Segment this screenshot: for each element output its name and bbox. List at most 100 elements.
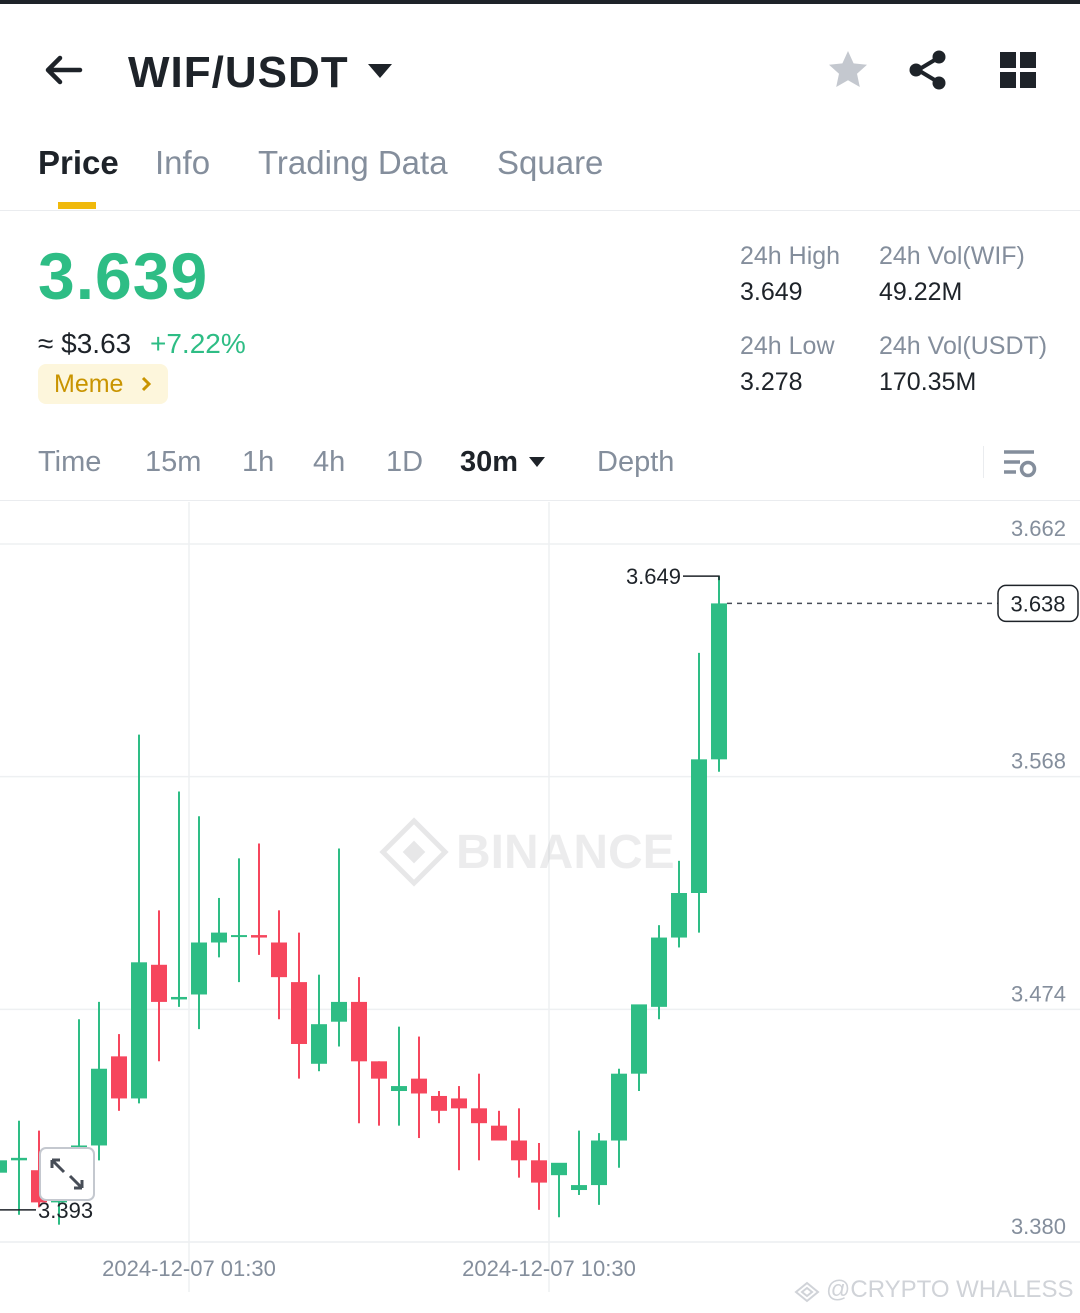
candle	[671, 860, 687, 948]
fiat-price: ≈ $3.63	[38, 328, 132, 359]
candle-body	[351, 1001, 367, 1062]
depth-tab[interactable]: Depth	[597, 446, 675, 478]
candle	[151, 910, 167, 1062]
expand-chart-button[interactable]	[39, 1147, 95, 1201]
candle	[711, 576, 727, 772]
last-price: 3.639	[38, 239, 209, 313]
high-marker-label: 3.649	[626, 564, 681, 589]
binance-watermark: BINANCE	[379, 817, 675, 887]
candle-body	[391, 1086, 407, 1092]
low-label: 24h Low	[740, 332, 835, 360]
candle	[251, 843, 267, 955]
low-value: 3.278	[740, 368, 803, 396]
interval-selected[interactable]: 30m	[460, 446, 519, 478]
candle	[311, 974, 327, 1072]
tab-info[interactable]: Info	[155, 144, 211, 181]
time-axis-label: 2024-12-07 10:30	[462, 1256, 636, 1281]
candle-body	[531, 1160, 547, 1183]
candle-body	[251, 935, 267, 938]
expand-button-frame	[39, 1147, 95, 1201]
tab-trading-data[interactable]: Trading Data	[258, 144, 448, 181]
candle-body	[331, 1001, 347, 1022]
caret-down-icon[interactable]	[528, 456, 546, 468]
star-icon[interactable]	[826, 48, 870, 92]
candle-body	[231, 935, 247, 938]
caret-down-icon[interactable]	[366, 60, 394, 84]
divider	[983, 446, 984, 478]
tab-square[interactable]: Square	[497, 144, 604, 181]
high-value: 3.649	[740, 278, 803, 306]
chart-watermark-text: BINANCE	[456, 826, 675, 879]
candle	[131, 734, 147, 1104]
candle	[291, 932, 307, 1079]
candle	[111, 1034, 127, 1111]
candle-body	[211, 932, 227, 943]
screenshot-watermark: @CRYPTO WHALESS	[826, 1276, 1074, 1303]
candle	[0, 1160, 7, 1173]
candle	[371, 1061, 387, 1126]
chart-grid: 3.662 3.568 3.474 3.380 2024-12-07 01:30 2024…	[0, 502, 1080, 1292]
candle-body	[91, 1068, 107, 1146]
change-percent: +7.22%	[150, 328, 246, 359]
candle	[551, 1162, 567, 1218]
share-icon[interactable]	[906, 48, 950, 92]
candle-body	[671, 893, 687, 938]
candle-body	[171, 996, 187, 1000]
interval-4h[interactable]: 4h	[313, 446, 346, 478]
expand-icon	[50, 1158, 84, 1190]
back-arrow-icon[interactable]	[40, 46, 88, 94]
vol-quote-label: 24h Vol(USDT)	[879, 332, 1048, 360]
watermark-logo-icon	[794, 1281, 820, 1303]
tab-bar: Price Info Trading Data Square	[0, 130, 1080, 211]
current-price-badge	[997, 584, 1079, 623]
candle	[491, 1110, 507, 1141]
price-axis-label: 3.568	[1011, 749, 1066, 774]
current-price-label: 3.638	[1010, 591, 1065, 616]
expand-icon-arrow	[68, 1174, 84, 1190]
header: WIF/USDT	[0, 4, 1080, 124]
candle	[691, 652, 707, 933]
candle	[171, 791, 187, 1007]
chart-settings-icon[interactable]	[1000, 444, 1040, 484]
candle-body	[691, 759, 707, 893]
time-axis-label: 2024-12-07 01:30	[102, 1256, 276, 1281]
chevron-right-icon	[141, 376, 152, 392]
interval-15m[interactable]: 15m	[145, 446, 202, 478]
pair-title[interactable]: WIF/USDT	[128, 48, 349, 97]
candle-body	[411, 1078, 427, 1094]
high-marker-line	[683, 575, 720, 581]
meme-tag-button[interactable]: Meme	[38, 364, 168, 404]
candle	[271, 910, 287, 1020]
candle-body	[631, 1004, 647, 1074]
candle	[351, 977, 367, 1124]
candle	[391, 1026, 407, 1126]
candle-body	[311, 1024, 327, 1064]
grid-icon[interactable]	[996, 48, 1040, 92]
candle-body	[291, 982, 307, 1044]
active-tab-indicator	[58, 202, 96, 209]
candlestick-chart[interactable]: 3.662 3.568 3.474 3.380 2024-12-07 01:30 2024…	[0, 502, 1080, 1292]
candle	[511, 1108, 527, 1178]
candle	[191, 816, 207, 1030]
price-axis-label: 3.662	[1011, 516, 1066, 541]
candle-body	[431, 1095, 447, 1111]
candle-body	[151, 964, 167, 1002]
candle	[591, 1133, 607, 1205]
candle-body	[111, 1056, 127, 1099]
candle	[611, 1068, 627, 1168]
interval-1d[interactable]: 1D	[386, 446, 424, 478]
candle	[331, 848, 347, 1047]
candle	[631, 1004, 647, 1092]
candle	[411, 1036, 427, 1139]
candle	[471, 1073, 487, 1161]
candle-body	[551, 1162, 567, 1176]
tab-price[interactable]: Price	[38, 144, 119, 181]
candle-body	[0, 1160, 7, 1173]
vol-quote-value: 170.35M	[879, 368, 977, 396]
candle-body	[11, 1157, 27, 1161]
candle	[11, 1120, 27, 1215]
price-axis-label: 3.474	[1011, 981, 1066, 1006]
candle-body	[511, 1140, 527, 1161]
interval-time[interactable]: Time	[38, 446, 102, 478]
interval-1h[interactable]: 1h	[242, 446, 275, 478]
